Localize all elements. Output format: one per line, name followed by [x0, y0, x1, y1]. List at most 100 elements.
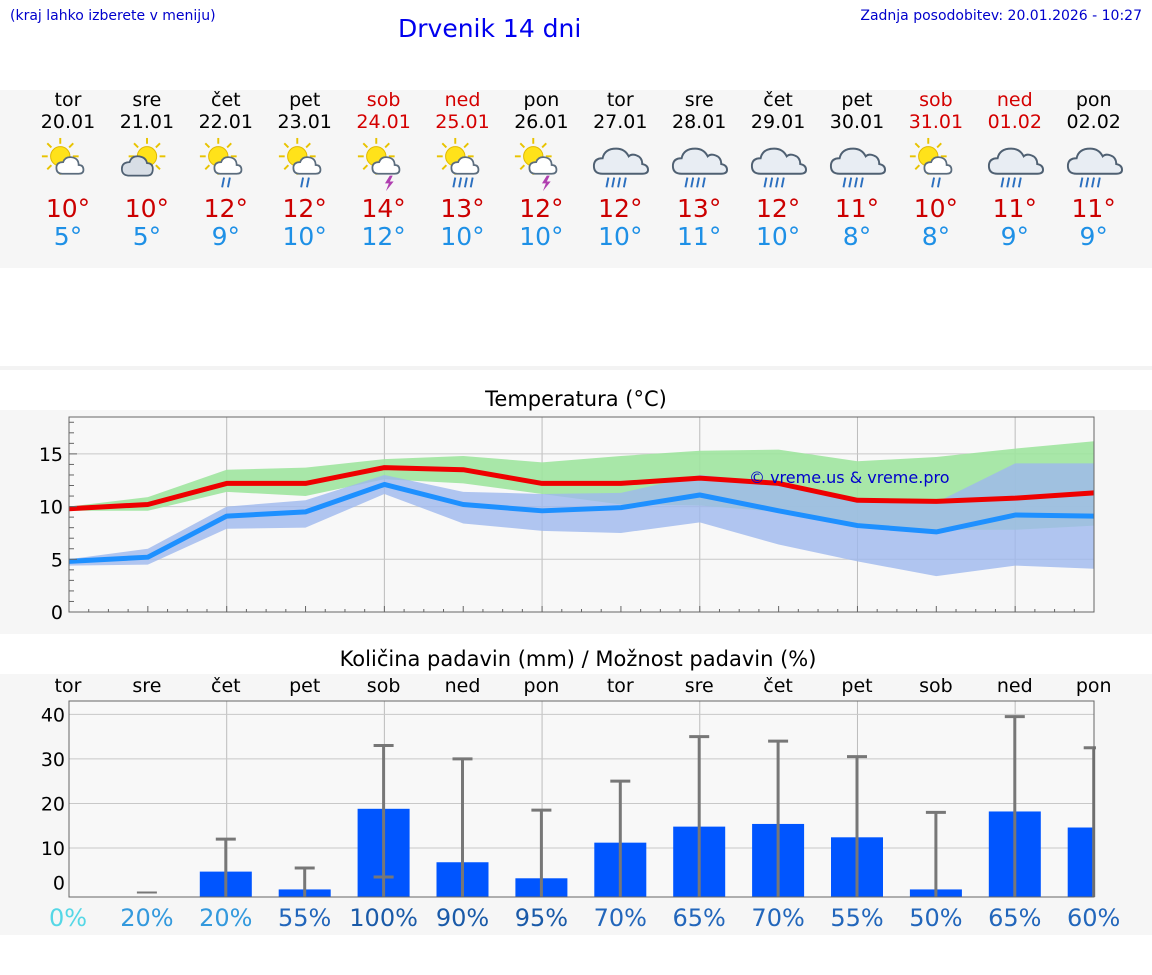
precip-day-label: čet — [763, 675, 793, 697]
sun-cloud-heavy-rain-icon — [436, 137, 479, 188]
min-temperature-line — [68, 481, 1095, 564]
forecast-day: čet 22.01 12° 9° — [186, 89, 266, 251]
page-title: Drvenik 14 dni — [398, 14, 582, 43]
section-divider — [0, 366, 1152, 370]
precip-day-label: ned — [445, 675, 481, 697]
max-temperature: 11° — [992, 194, 1037, 223]
max-temperature: 12° — [282, 194, 327, 223]
precip-error-bar — [294, 866, 315, 897]
day-date: 25.01 — [435, 111, 490, 133]
min-temperature: 10° — [519, 222, 564, 251]
min-range-band — [69, 463, 1094, 577]
plot-area — [69, 701, 1094, 897]
precipitation-chart-title: Količina padavin (mm) / Možnost padavin … — [339, 647, 817, 671]
min-temperature: 10° — [282, 222, 327, 251]
min-temperature: 10° — [598, 222, 643, 251]
location-hint: (kraj lahko izberete v meniju) — [10, 8, 216, 24]
day-name: sob — [919, 89, 953, 111]
max-temperature: 12° — [519, 194, 564, 223]
day-date: 24.01 — [356, 111, 411, 133]
day-date: 02.02 — [1066, 111, 1121, 133]
max-temperature: 12° — [203, 194, 248, 223]
min-temperature: 9° — [1079, 222, 1108, 251]
y-tick-label: 0 — [51, 602, 63, 624]
day-date: 21.01 — [119, 111, 175, 133]
day-name: pon — [523, 89, 560, 111]
cloud-rain-icon — [1066, 147, 1123, 188]
min-temperature: 5° — [53, 222, 83, 251]
sun-cloud-rain-icon — [199, 137, 243, 188]
min-temperature: 11° — [677, 222, 722, 251]
forecast-day: tor 20.01 10° 5° — [28, 89, 108, 251]
watermark: © vreme.us & vreme.pro — [749, 468, 950, 487]
precip-error-bar — [1004, 715, 1025, 897]
day-name: sre — [684, 89, 714, 111]
day-name: čet — [211, 89, 241, 111]
precip-error-bar — [847, 755, 867, 897]
plot-frame — [68, 700, 1095, 898]
precip-probability: 55% — [278, 904, 331, 932]
day-name: ned — [444, 89, 481, 111]
precip-error-bar — [610, 779, 631, 897]
max-temperature: 12° — [598, 194, 643, 223]
precip-day-label: pon — [524, 675, 560, 697]
forecast-day: sre 28.01 13° 11° — [659, 89, 739, 251]
y-tick-label: 0 — [53, 873, 65, 895]
forecast-day: pon 26.01 12° 10° — [501, 89, 581, 251]
day-date: 20.01 — [40, 111, 96, 133]
precipitation-chart: tor sre čet pet sob ned pon tor sre čet pet sob ned p… — [41, 675, 1121, 932]
cloud-rain-icon — [751, 147, 808, 188]
precip-error-bar — [689, 735, 710, 897]
last-update: Zadnja posodobitev: 20.01.2026 - 10:27 — [860, 8, 1142, 24]
precip-probability: 70% — [594, 904, 647, 932]
sun-partly-cloudy-icon — [41, 137, 85, 175]
precip-probability: 60% — [1067, 904, 1120, 932]
y-tick-label: 20 — [41, 793, 65, 815]
day-name: tor — [54, 89, 82, 111]
precip-day-label: tor — [55, 675, 82, 697]
forecast-day: sob 24.01 14° 12° — [344, 89, 424, 251]
precip-day-label: sre — [685, 675, 714, 697]
y-tick-label: 15 — [39, 444, 63, 466]
min-temperature: 5° — [132, 222, 162, 251]
sun-thunderstorm-icon — [357, 137, 400, 192]
max-temperature: 11° — [1071, 194, 1116, 223]
precip-error-bar — [531, 808, 552, 897]
day-name: čet — [763, 89, 793, 111]
max-temperature: 12° — [755, 194, 801, 223]
precip-day-label: tor — [607, 675, 634, 697]
y-tick-label: 10 — [41, 838, 65, 860]
precip-day-label: čet — [211, 675, 241, 697]
precip-error-bar — [768, 739, 789, 897]
min-temperature: 10° — [440, 222, 485, 251]
precip-probability: 50% — [909, 904, 962, 932]
day-name: sob — [366, 89, 401, 111]
day-date: 28.01 — [671, 111, 727, 133]
min-temperature: 10° — [755, 222, 801, 251]
day-name: pet — [841, 89, 873, 111]
max-temperature: 10° — [45, 194, 91, 223]
day-date: 30.01 — [829, 111, 885, 133]
day-date: 27.01 — [593, 111, 648, 133]
y-tick-label: 30 — [41, 749, 65, 771]
precip-probability: 100% — [349, 904, 418, 932]
day-date: 23.01 — [277, 111, 332, 133]
sun-cloudy-icon — [120, 137, 166, 177]
max-temperature: 10° — [913, 194, 959, 223]
forecast-day: pon 02.02 11° 9° — [1054, 89, 1134, 251]
precip-day-label: pet — [841, 675, 872, 697]
precip-probability: 70% — [751, 904, 804, 932]
max-temperature: 11° — [834, 194, 880, 223]
precip-probability: 90% — [436, 904, 489, 932]
min-temperature: 8° — [921, 222, 951, 251]
precip-day-label: ned — [997, 675, 1033, 697]
precip-day-label: pet — [289, 675, 320, 697]
day-name: pon — [1075, 89, 1112, 111]
min-temperature: 8° — [842, 222, 872, 251]
day-name: pet — [289, 89, 321, 111]
precip-day-label: sob — [367, 675, 401, 697]
precip-day-label: sre — [132, 675, 161, 697]
cloud-rain-icon — [672, 147, 729, 188]
max-temperature: 10° — [124, 194, 170, 223]
cloud-rain-icon — [829, 147, 886, 188]
